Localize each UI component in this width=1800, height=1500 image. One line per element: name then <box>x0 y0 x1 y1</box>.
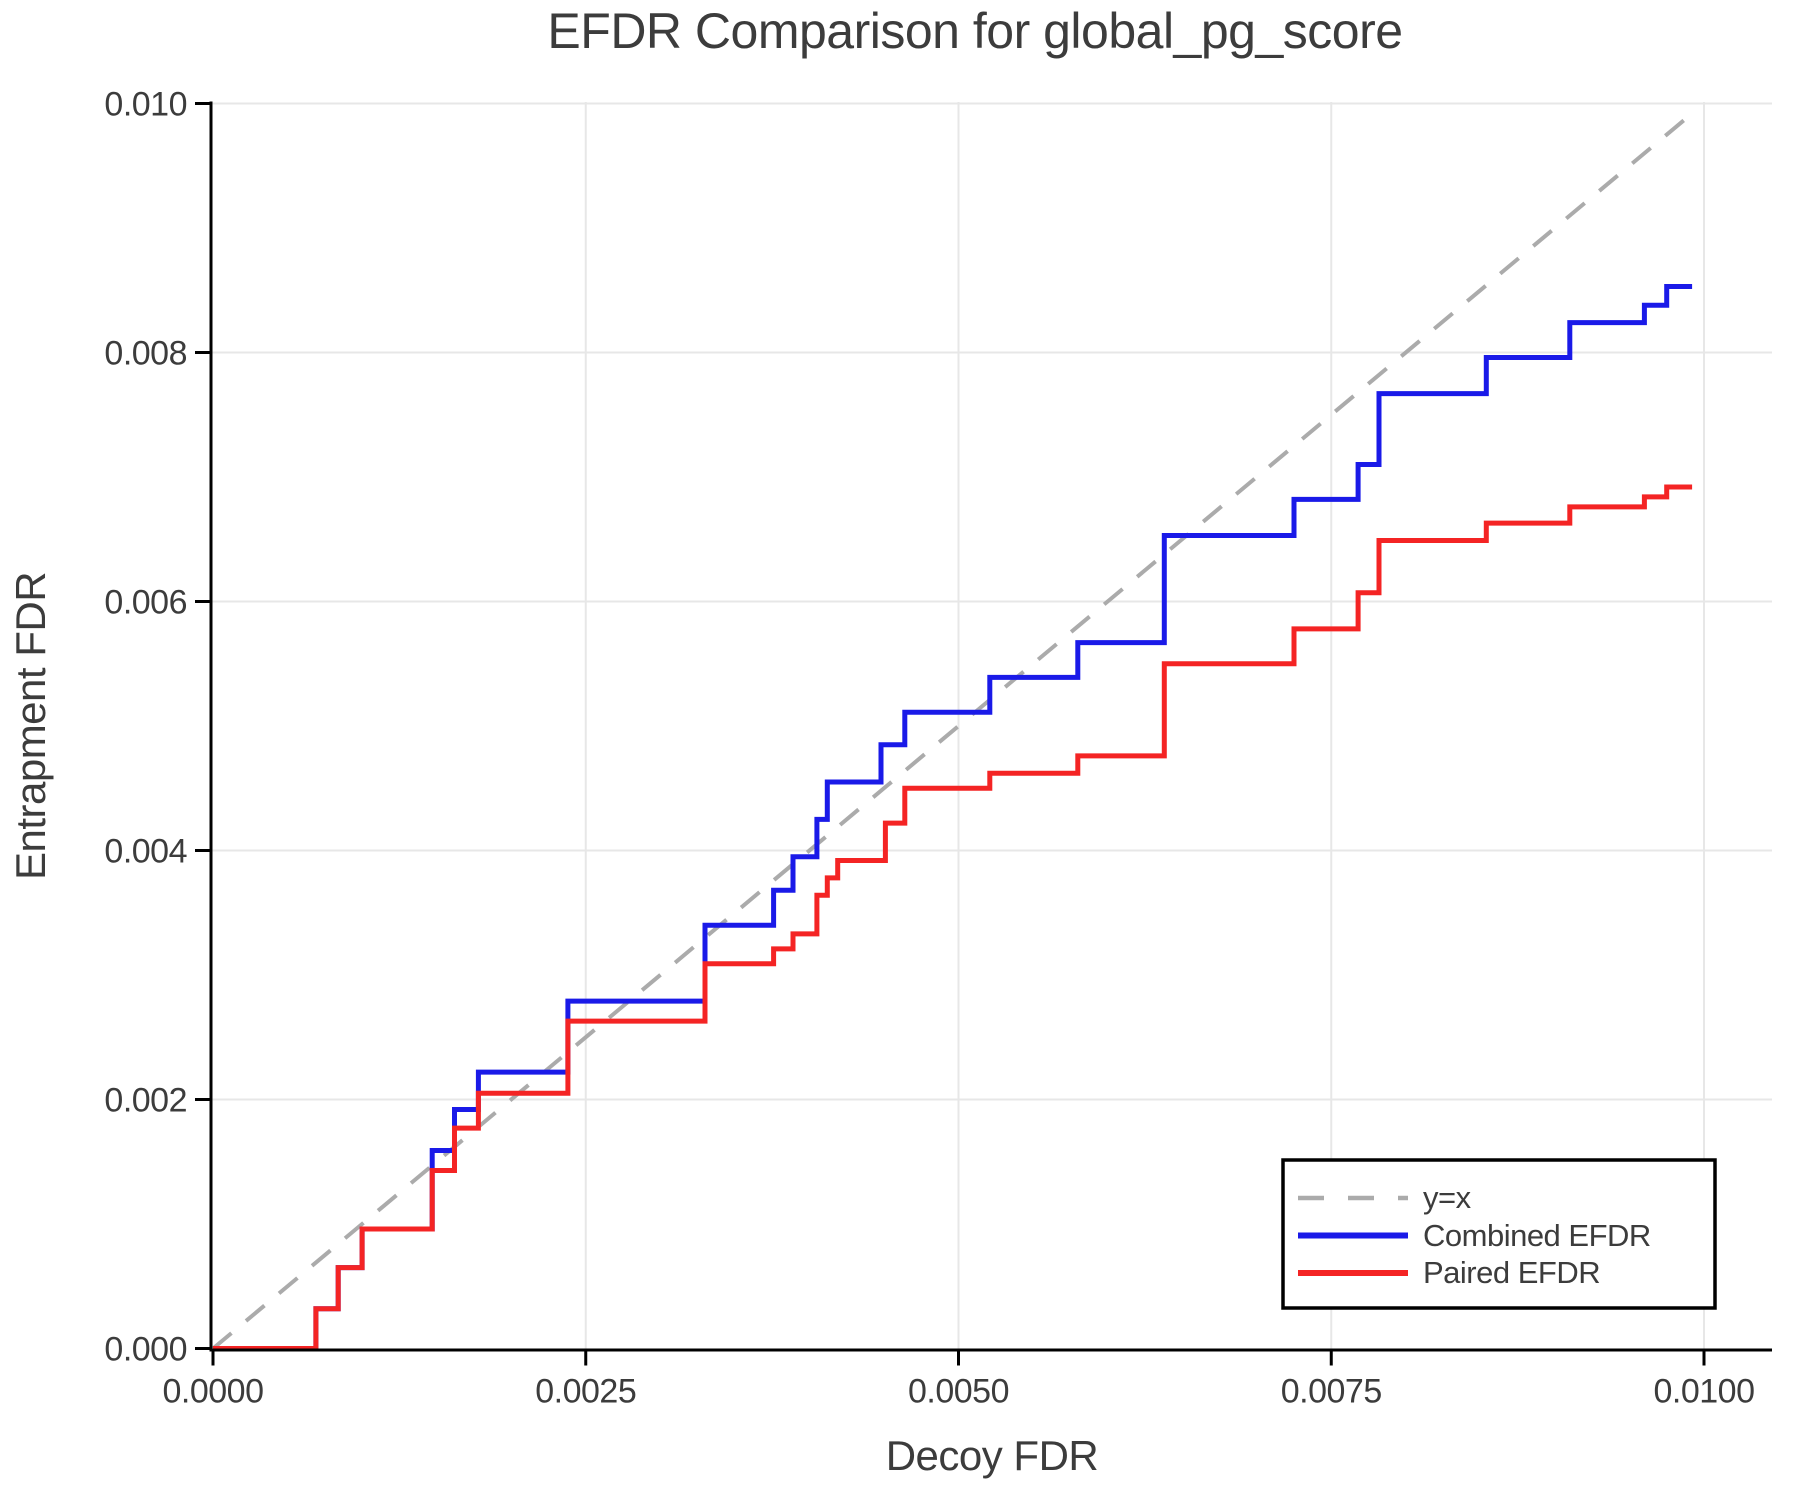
x-tick-label: 0.0075 <box>1281 1373 1382 1411</box>
chart-title: EFDR Comparison for global_pg_score <box>547 3 1402 59</box>
axes-layer: 0.0000 0.0025 0.0050 0.0075 0.0100 0.000 0.002… <box>104 86 1772 1411</box>
legend-label-combined-efdr: Combined EFDR <box>1423 1218 1651 1253</box>
y-tick-label: 0.010 <box>104 86 187 124</box>
y-tick-label: 0.004 <box>104 833 187 871</box>
x-tick-label: 0.0050 <box>908 1373 1009 1411</box>
combined-efdr-line <box>213 284 1693 1351</box>
y-tick-label: 0.008 <box>104 335 187 373</box>
legend: y=x Combined EFDR Paired EFDR <box>1281 1158 1717 1310</box>
paired-efdr-line <box>213 484 1693 1351</box>
y-tick-label: 0.006 <box>104 584 187 622</box>
legend-label-y-equals-x: y=x <box>1423 1180 1472 1215</box>
x-axis-label: Decoy FDR <box>886 1432 1099 1479</box>
y-equals-x-line <box>211 108 1698 1351</box>
x-tick-label: 0.0000 <box>163 1373 264 1411</box>
y-axis-label: Entrapment FDR <box>7 572 54 880</box>
grid-layer <box>211 102 1772 1349</box>
y-tick-label: 0.000 <box>104 1331 187 1369</box>
legend-label-paired-efdr: Paired EFDR <box>1423 1255 1600 1290</box>
x-tick-label: 0.0100 <box>1654 1373 1755 1411</box>
x-tick-label: 0.0025 <box>535 1373 636 1411</box>
y-tick-label: 0.002 <box>104 1082 187 1120</box>
